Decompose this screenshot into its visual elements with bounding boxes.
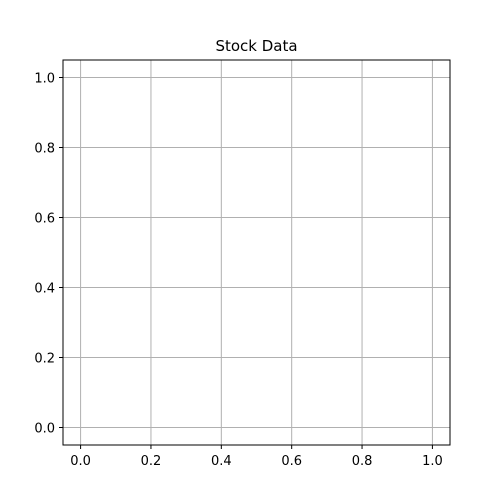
- y-axis: 0.0 0.2 0.4 0.6 0.8 1.0: [34, 72, 63, 437]
- chart-title: Stock Data: [215, 37, 297, 55]
- x-tick-label: 0.2: [141, 454, 162, 469]
- x-axis: 0.0 0.2 0.4 0.6 0.8 1.0: [70, 445, 443, 469]
- x-tick-label: 1.0: [422, 454, 443, 469]
- axes-frame: [62, 59, 451, 446]
- grid-layer: [63, 60, 450, 445]
- y-tick-label: 0.8: [34, 142, 55, 157]
- y-tick-label: 0.0: [34, 422, 55, 437]
- y-tick-label: 0.4: [34, 282, 55, 297]
- x-tick-label: 0.6: [281, 454, 302, 469]
- y-tick-label: 0.6: [34, 212, 55, 227]
- x-tick-label: 0.8: [352, 454, 373, 469]
- y-tick-label: 1.0: [34, 72, 55, 87]
- x-tick-label: 0.0: [70, 454, 91, 469]
- x-tick-label: 0.4: [211, 454, 232, 469]
- y-tick-label: 0.2: [34, 352, 55, 367]
